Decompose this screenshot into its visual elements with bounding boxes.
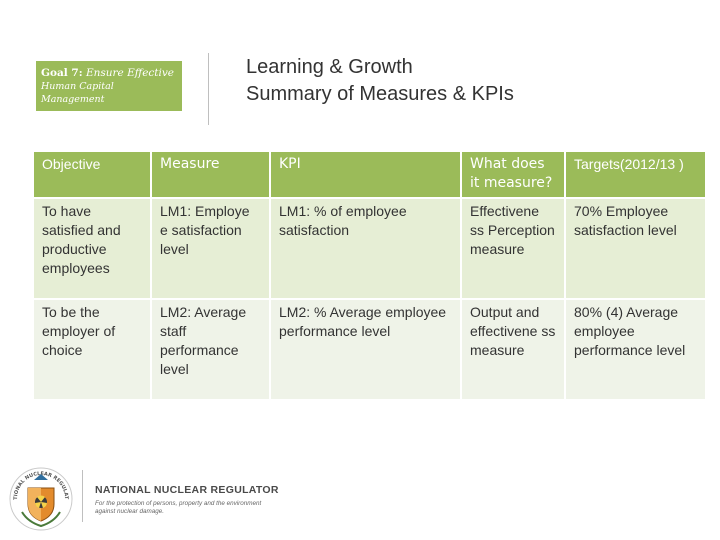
header-measure: Measure: [150, 150, 271, 199]
nnr-emblem-logo: NATIONAL NUCLEAR REGULATOR: [8, 466, 73, 531]
header-objective: Objective: [32, 150, 152, 199]
cell-kpi: LM2: % Average employee performance leve…: [269, 298, 462, 401]
goal-prefix: Goal 7:: [41, 67, 83, 79]
cell-target: 70% Employee satisfaction level: [564, 197, 707, 300]
cell-target: 80% (4) Average employee performance lev…: [564, 298, 707, 401]
table-row: To be the employer of choice LM2: Averag…: [32, 298, 707, 401]
footer-divider: [82, 470, 83, 522]
header-what-measure: What does it measure?: [460, 150, 566, 199]
table-header-row: Objective Measure KPI What does it measu…: [32, 150, 707, 199]
header-kpi: KPI: [269, 150, 462, 199]
cell-what-measure: Effectivene ss Perception measure: [460, 197, 566, 300]
cell-objective: To have satisfied and productive employe…: [32, 197, 152, 300]
cell-kpi: LM1: % of employee satisfaction: [269, 197, 462, 300]
cell-objective: To be the employer of choice: [32, 298, 152, 401]
cell-measure: LM2: Average staff performance level: [150, 298, 271, 401]
header-targets: Targets(2012/13 ): [564, 150, 707, 199]
slide-title-line1: Learning & Growth: [246, 56, 413, 78]
table-row: To have satisfied and productive employe…: [32, 197, 707, 300]
cell-what-measure: Output and effectivene ss measure: [460, 298, 566, 401]
slide-title: Learning & Growth Summary of Measures & …: [246, 54, 666, 108]
goal-line1: Ensure Effective: [85, 67, 175, 79]
goal-heading: Goal 7: Ensure Effective: [41, 66, 177, 80]
goal-banner: Goal 7: Ensure Effective Human Capital M…: [36, 61, 182, 111]
cell-measure: LM1: Employe e satisfaction level: [150, 197, 271, 300]
header-divider: [208, 53, 209, 125]
kpi-table: Objective Measure KPI What does it measu…: [32, 150, 707, 401]
org-name: NATIONAL NUCLEAR REGULATOR: [95, 484, 279, 496]
slide-title-line2: Summary of Measures & KPIs: [246, 83, 514, 105]
goal-line2: Human Capital Management: [41, 81, 114, 105]
org-tagline: For the protection of persons, property …: [95, 500, 262, 515]
